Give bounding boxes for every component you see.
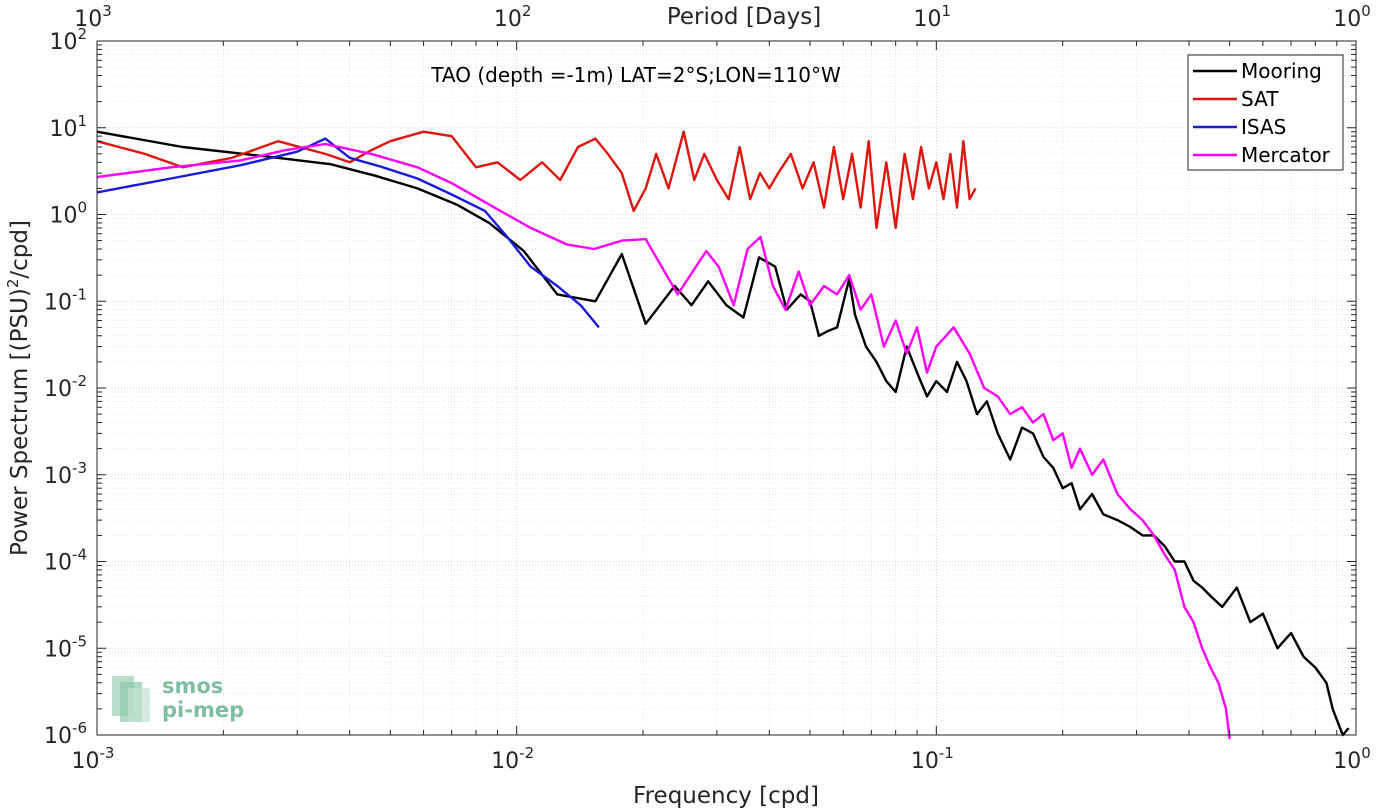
x2-tick-label: 100 [1333,2,1371,32]
x-tick-label: 100 [1333,744,1371,774]
watermark-line-1: smos [162,674,223,698]
chart-title: TAO (depth =-1m) LAT=2°S;LON=110°W [430,63,841,87]
x2-axis-label: Period [Days] [667,4,821,30]
watermark-line-2: pi-mep [162,698,244,722]
x2-tick-label: 101 [914,2,952,32]
series-line-isas [96,137,600,329]
smos-pi-mep-watermark: smos pi-mep [112,674,244,722]
y-tick-label: 10-4 [44,546,87,576]
y-tick-label: 101 [49,112,87,142]
y-tick-label: 10-3 [44,459,87,489]
y-tick-label: 10-1 [44,285,87,315]
legend-label-sat: SAT [1241,87,1279,111]
x2-tick-label: 103 [74,2,112,32]
x-axis-label: Frequency [cpd] [633,783,819,809]
series-line-sat [96,130,977,230]
y-tick-label: 102 [49,25,87,55]
y-tick-label: 10-6 [44,719,87,749]
legend-label-isas: ISAS [1241,115,1286,139]
axis-tick-marks [96,41,1356,736]
y-tick-label: 100 [49,199,87,229]
series-layer [96,130,1350,740]
x2-tick-label: 102 [494,2,532,32]
y-tick-label: 10-2 [44,372,87,402]
y-axis-label: Power Spectrum [(PSU)2/cpd] [4,220,33,556]
legend-label-mercator: Mercator [1241,143,1331,167]
x-tick-label: 10-3 [72,744,115,774]
legend-box [1187,54,1344,171]
series-line-mooring [96,130,1350,737]
x-tick-label: 10-2 [491,744,534,774]
x-tick-label: 10-1 [911,744,954,774]
legend: Mooring SAT ISAS Mercator [1187,54,1344,171]
legend-label-mooring: Mooring [1241,59,1322,83]
series-line-mercator [96,142,1231,740]
y-tick-label: 10-5 [44,632,87,662]
